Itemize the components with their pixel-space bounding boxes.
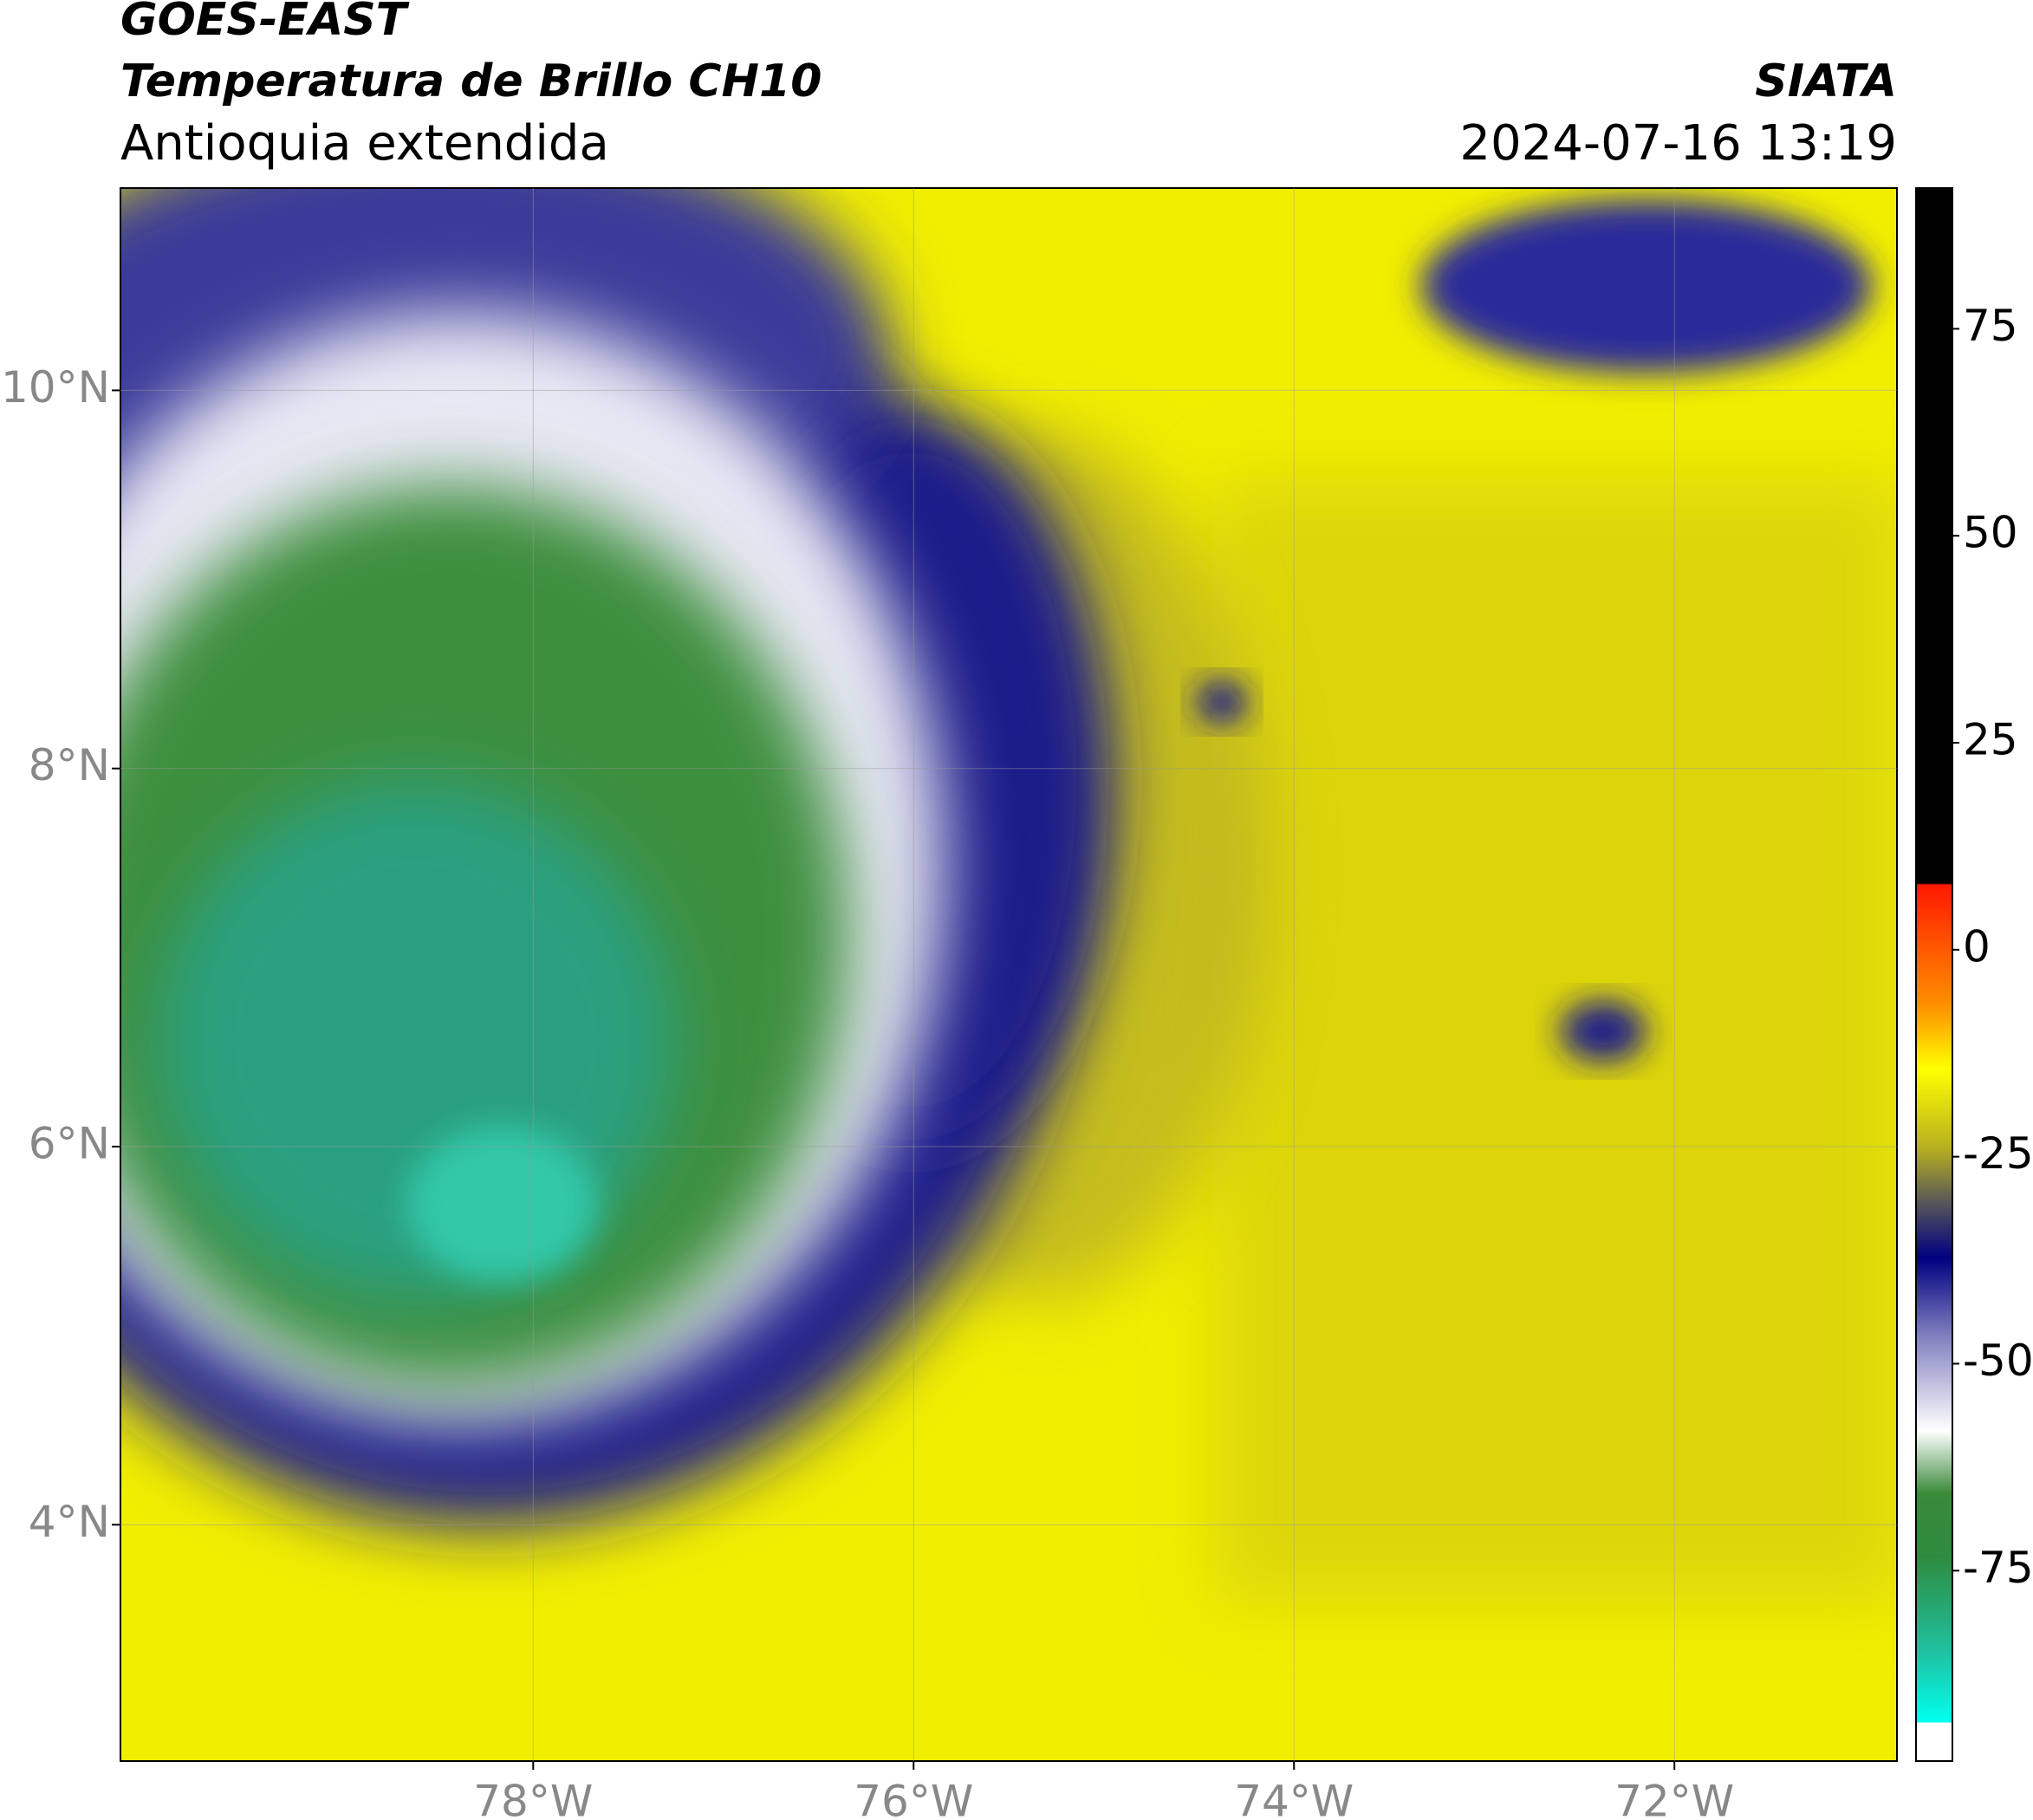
y-tick-label: 4°N xyxy=(29,1497,110,1547)
map-frame xyxy=(120,187,1898,1762)
region-subtitle: Antioquia extendida xyxy=(120,115,609,172)
colorbar-label: -25 xyxy=(1963,1128,2033,1179)
y-tick-label: 6°N xyxy=(29,1119,110,1169)
colorbar-label: 50 xyxy=(1963,508,2018,558)
colorbar-label: 25 xyxy=(1963,715,2018,765)
colorbar-label: 75 xyxy=(1963,301,2018,351)
colorbar-label: -50 xyxy=(1963,1336,2033,1386)
axes: 78°W 76°W 74°W 72°W 10°N 8°N 6°N 4°N 75 50 25 0 -25 -… xyxy=(1,188,2033,1820)
y-tick-label: 8°N xyxy=(29,740,110,790)
satellite-image xyxy=(120,188,1897,1761)
datetime: 2024-07-16 13:19 xyxy=(1459,115,1897,172)
colorbar-label: -75 xyxy=(1963,1543,2033,1593)
product-title: Temperatura de Brillo CH10 xyxy=(120,55,822,107)
source-title: SIATA xyxy=(1755,55,1897,107)
x-tick-label: 76°W xyxy=(854,1777,973,1820)
colorbar-label: 0 xyxy=(1963,921,1991,972)
satellite-title: GOES-EAST xyxy=(120,0,410,46)
x-tick-label: 78°W xyxy=(473,1777,593,1820)
x-tick-label: 74°W xyxy=(1234,1777,1354,1820)
colorbar xyxy=(1915,187,1953,1762)
y-tick-label: 10°N xyxy=(1,362,110,413)
x-tick-label: 72°W xyxy=(1614,1777,1734,1820)
